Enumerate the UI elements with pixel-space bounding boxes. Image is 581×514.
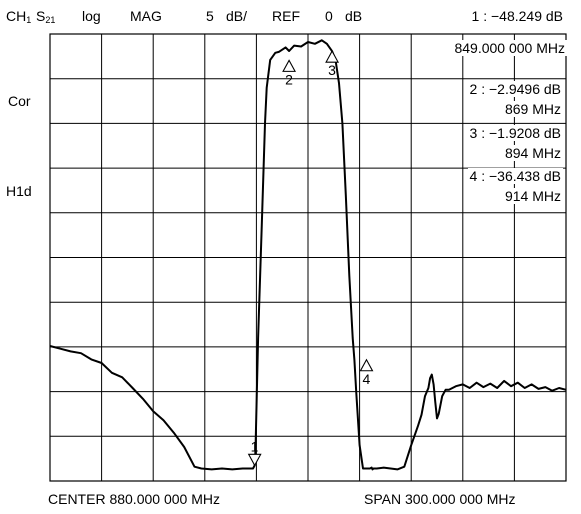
scale-value: 5 <box>206 8 214 24</box>
marker-4-frequency: 914 MHz <box>502 188 563 204</box>
marker-1-symbol <box>247 453 262 467</box>
span-frequency: SPAN 300.000 000 MHz <box>364 491 516 507</box>
ref-label: REF <box>272 8 300 24</box>
graticule <box>49 33 567 482</box>
parameter-label: S21 <box>36 8 56 25</box>
marker-3-symbol <box>325 50 340 63</box>
marker-4-label: 4 <box>362 371 370 387</box>
marker-2-frequency: 869 MHz <box>502 101 563 117</box>
marker-3-frequency: 894 MHz <box>502 145 563 161</box>
marker-4-symbol <box>359 358 374 372</box>
marker-3-value: 3 : −1.9208 dB <box>467 125 563 141</box>
marker-4-value: 4 : −36.438 dB <box>467 168 563 184</box>
channel-label: CH1 <box>6 8 32 25</box>
marker-1-value: 1 : −48.249 dB <box>471 8 563 24</box>
hold-label: H1d <box>6 183 32 199</box>
marker-3-label: 3 <box>328 62 336 78</box>
ref-unit: dB <box>345 8 363 24</box>
correction-label: Cor <box>8 93 31 109</box>
marker-2-label: 2 <box>285 71 293 87</box>
format-label: log <box>82 8 101 24</box>
mode-label: MAG <box>130 8 162 24</box>
marker-2-value: 2 : −2.9496 dB <box>467 81 563 97</box>
ref-value: 0 <box>325 8 333 24</box>
marker-2-symbol <box>282 59 297 72</box>
center-frequency: CENTER 880.000 000 MHz <box>48 491 220 507</box>
trace-line <box>49 39 567 471</box>
scale-unit: dB/ <box>226 8 248 24</box>
marker-1-label: 1 <box>251 438 259 454</box>
marker-1-frequency: 849.000 000 MHz <box>452 40 567 56</box>
